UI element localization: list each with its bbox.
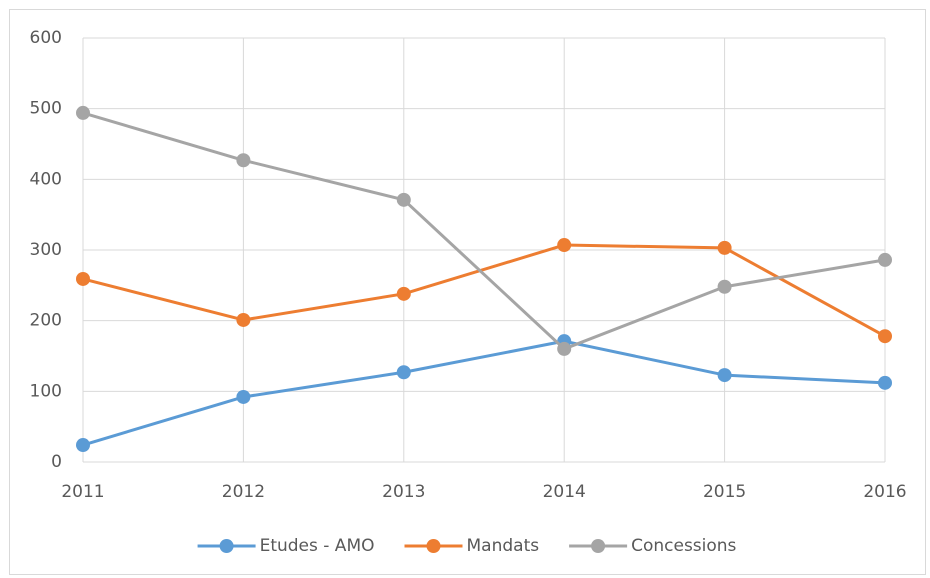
y-tick-label: 0 — [51, 452, 62, 472]
data-point — [878, 329, 892, 344]
legend-marker — [426, 539, 441, 553]
y-tick-label: 300 — [30, 240, 62, 260]
x-tick-label: 2013 — [382, 482, 425, 502]
y-tick-label: 400 — [30, 169, 62, 189]
data-point — [236, 153, 251, 168]
data-point — [76, 271, 90, 286]
data-point — [557, 238, 572, 253]
x-tick-label: 2015 — [703, 482, 746, 502]
x-tick-label: 2014 — [543, 482, 586, 502]
data-point — [878, 252, 892, 267]
series-line — [82, 339, 886, 447]
legend-label: Mandats — [467, 536, 540, 556]
legend-marker — [219, 539, 234, 553]
data-point — [236, 312, 251, 327]
data-point — [717, 368, 732, 383]
legend: Etudes - AMO Mandats Concessions — [197, 536, 737, 556]
data-point — [878, 375, 892, 390]
data-point — [76, 438, 90, 453]
legend-label: Etudes - AMO — [260, 536, 375, 556]
data-point — [236, 389, 251, 404]
legend-marker — [591, 539, 606, 553]
data-point — [396, 286, 411, 301]
data-point — [396, 365, 411, 380]
x-tick-label: 2016 — [863, 482, 906, 502]
y-tick-label: 200 — [30, 311, 62, 331]
y-tick-label: 100 — [30, 381, 62, 401]
x-tick-label: 2012 — [222, 482, 265, 502]
series-line — [82, 243, 886, 338]
legend-label: Concessions — [631, 536, 736, 556]
data-point — [396, 192, 411, 207]
y-tick-label: 500 — [30, 99, 62, 119]
data-point — [76, 105, 90, 120]
data-point — [557, 341, 572, 356]
x-tick-label: 2011 — [61, 482, 104, 502]
chart-border — [9, 9, 926, 575]
series-line — [82, 111, 886, 351]
data-point — [717, 279, 732, 294]
y-tick-label: 600 — [30, 28, 62, 48]
data-point — [717, 240, 732, 255]
